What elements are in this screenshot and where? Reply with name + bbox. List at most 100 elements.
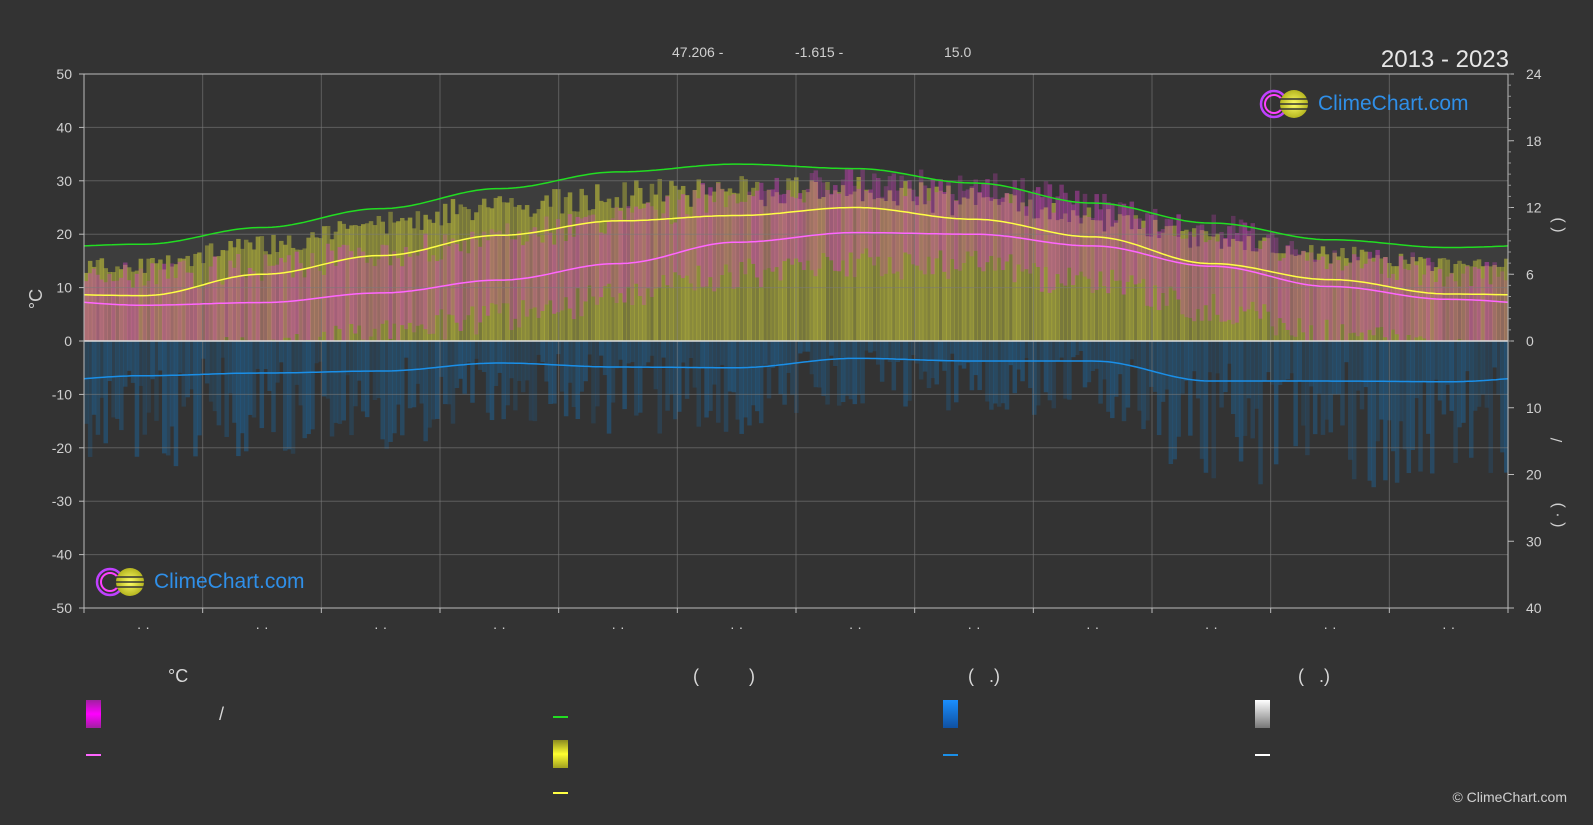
temperature-bar: [95, 274, 101, 341]
precipitation-bar: [630, 341, 635, 363]
temperature-bar: [1180, 238, 1185, 315]
temperature-bar: [1465, 266, 1470, 341]
sunshine-bar: [493, 197, 499, 341]
sunshine-bar: [774, 192, 780, 341]
sunshine-bar: [1480, 266, 1486, 341]
precipitation-bar: [747, 341, 752, 426]
sunshine-bar: [536, 209, 542, 341]
temperature-bar: [719, 189, 725, 275]
precipitation-bar: [1437, 341, 1443, 401]
temperature-bar: [286, 255, 292, 338]
sunshine-bar: [376, 215, 382, 341]
sunshine-bar: [1281, 253, 1287, 341]
temperature-bar: [977, 192, 982, 268]
temperature-bar: [645, 202, 651, 289]
sunshine-bar: [1266, 238, 1271, 341]
sunshine-bar: [1258, 240, 1263, 341]
temperature-bar: [1199, 224, 1205, 321]
temperature-bar: [1461, 273, 1466, 341]
temperature-bar: [485, 240, 491, 316]
precipitation-bar: [723, 341, 729, 432]
sunshine-bar: [1145, 236, 1150, 341]
sunshine-bar: [1191, 228, 1197, 341]
sunshine-bar: [1188, 247, 1193, 341]
sunshine-bar: [193, 253, 198, 341]
precipitation-bar: [563, 341, 569, 417]
month-label: · ·: [255, 619, 268, 635]
temperature-bar: [602, 233, 608, 287]
sunshine-bar: [770, 196, 776, 341]
sunshine-bar: [661, 201, 666, 341]
precipitation-bar: [279, 341, 284, 363]
temperature-bar: [1238, 219, 1244, 307]
sunshine-bar: [1028, 199, 1033, 341]
precipitation-bar: [957, 341, 963, 366]
sunshine-bar: [809, 180, 815, 341]
precipitation-bar: [1429, 341, 1435, 474]
temperature-bar: [267, 265, 272, 341]
precipitation-bar: [439, 341, 444, 377]
sunshine-bar: [875, 197, 881, 341]
precipitation-bar: [368, 341, 374, 371]
precipitation-bar: [552, 341, 557, 404]
precipitation-bar: [1254, 341, 1259, 409]
temperature-bar: [805, 188, 811, 261]
temperature-bar: [1258, 248, 1263, 319]
sunshine-bar: [364, 223, 370, 341]
temperature-bar: [821, 182, 826, 254]
sunshine-bar: [419, 229, 425, 341]
sunshine-bar: [704, 194, 709, 341]
temperature-bar: [1437, 268, 1443, 341]
precipitation-bar: [1406, 341, 1412, 474]
precipitation-bar: [1199, 341, 1205, 459]
logo-top[interactable]: ClimeChart.com: [1258, 88, 1469, 120]
precipitation-bar: [435, 341, 440, 419]
precipitation-bar: [1172, 341, 1177, 460]
precipitation-bar: [688, 341, 694, 359]
month-label: · ·: [611, 619, 624, 635]
precipitation-bar: [126, 341, 132, 371]
logo-icon: [1259, 89, 1308, 119]
sunshine-bar: [755, 181, 760, 341]
temperature-bar: [591, 214, 596, 297]
legend-rain-title: ( .): [968, 666, 1000, 686]
logo-bottom[interactable]: ClimeChart.com: [94, 566, 305, 598]
temperature-bar: [782, 193, 787, 262]
precipitation-bar: [657, 341, 662, 434]
sunshine-bar: [150, 257, 155, 341]
temperature-bar: [212, 256, 218, 341]
right-tick-label: 40: [1526, 600, 1542, 616]
sunshine-bar: [1043, 207, 1049, 341]
precipitation-bar: [154, 341, 159, 421]
temperature-bar: [817, 177, 822, 269]
temperature-bar: [1480, 278, 1486, 341]
temperature-bar: [1270, 232, 1275, 327]
sunshine-bar: [1223, 238, 1228, 341]
temperature-bar: [1262, 240, 1267, 305]
precipitation-bar: [1250, 341, 1256, 439]
temperature-bar: [1340, 270, 1345, 325]
temperature-bar: [1223, 237, 1228, 322]
precipitation-bar: [384, 341, 389, 449]
sunshine-bar: [528, 216, 534, 341]
precipitation-bar: [329, 341, 335, 437]
temperature-bar: [259, 280, 265, 341]
precipitation-bar: [1149, 341, 1154, 387]
precipitation-bar: [1348, 341, 1353, 460]
temperature-bar: [669, 224, 674, 288]
precipitation-bar: [848, 341, 854, 400]
temperature-bar: [193, 287, 198, 341]
precipitation-bar: [1488, 341, 1493, 473]
sunshine-bar: [996, 204, 1002, 341]
temperature-bar: [450, 238, 456, 316]
precipitation-bar: [996, 341, 1002, 407]
sunshine-bar: [914, 205, 920, 341]
sunshine-bar: [907, 188, 912, 341]
temperature-bar: [236, 254, 241, 341]
precipitation-bar: [782, 341, 787, 405]
sunshine-bar: [485, 207, 491, 341]
precipitation-bar: [801, 341, 807, 352]
precipitation-bar: [716, 341, 721, 423]
sunshine-bar: [712, 191, 717, 341]
precipitation-bar: [1422, 341, 1427, 382]
